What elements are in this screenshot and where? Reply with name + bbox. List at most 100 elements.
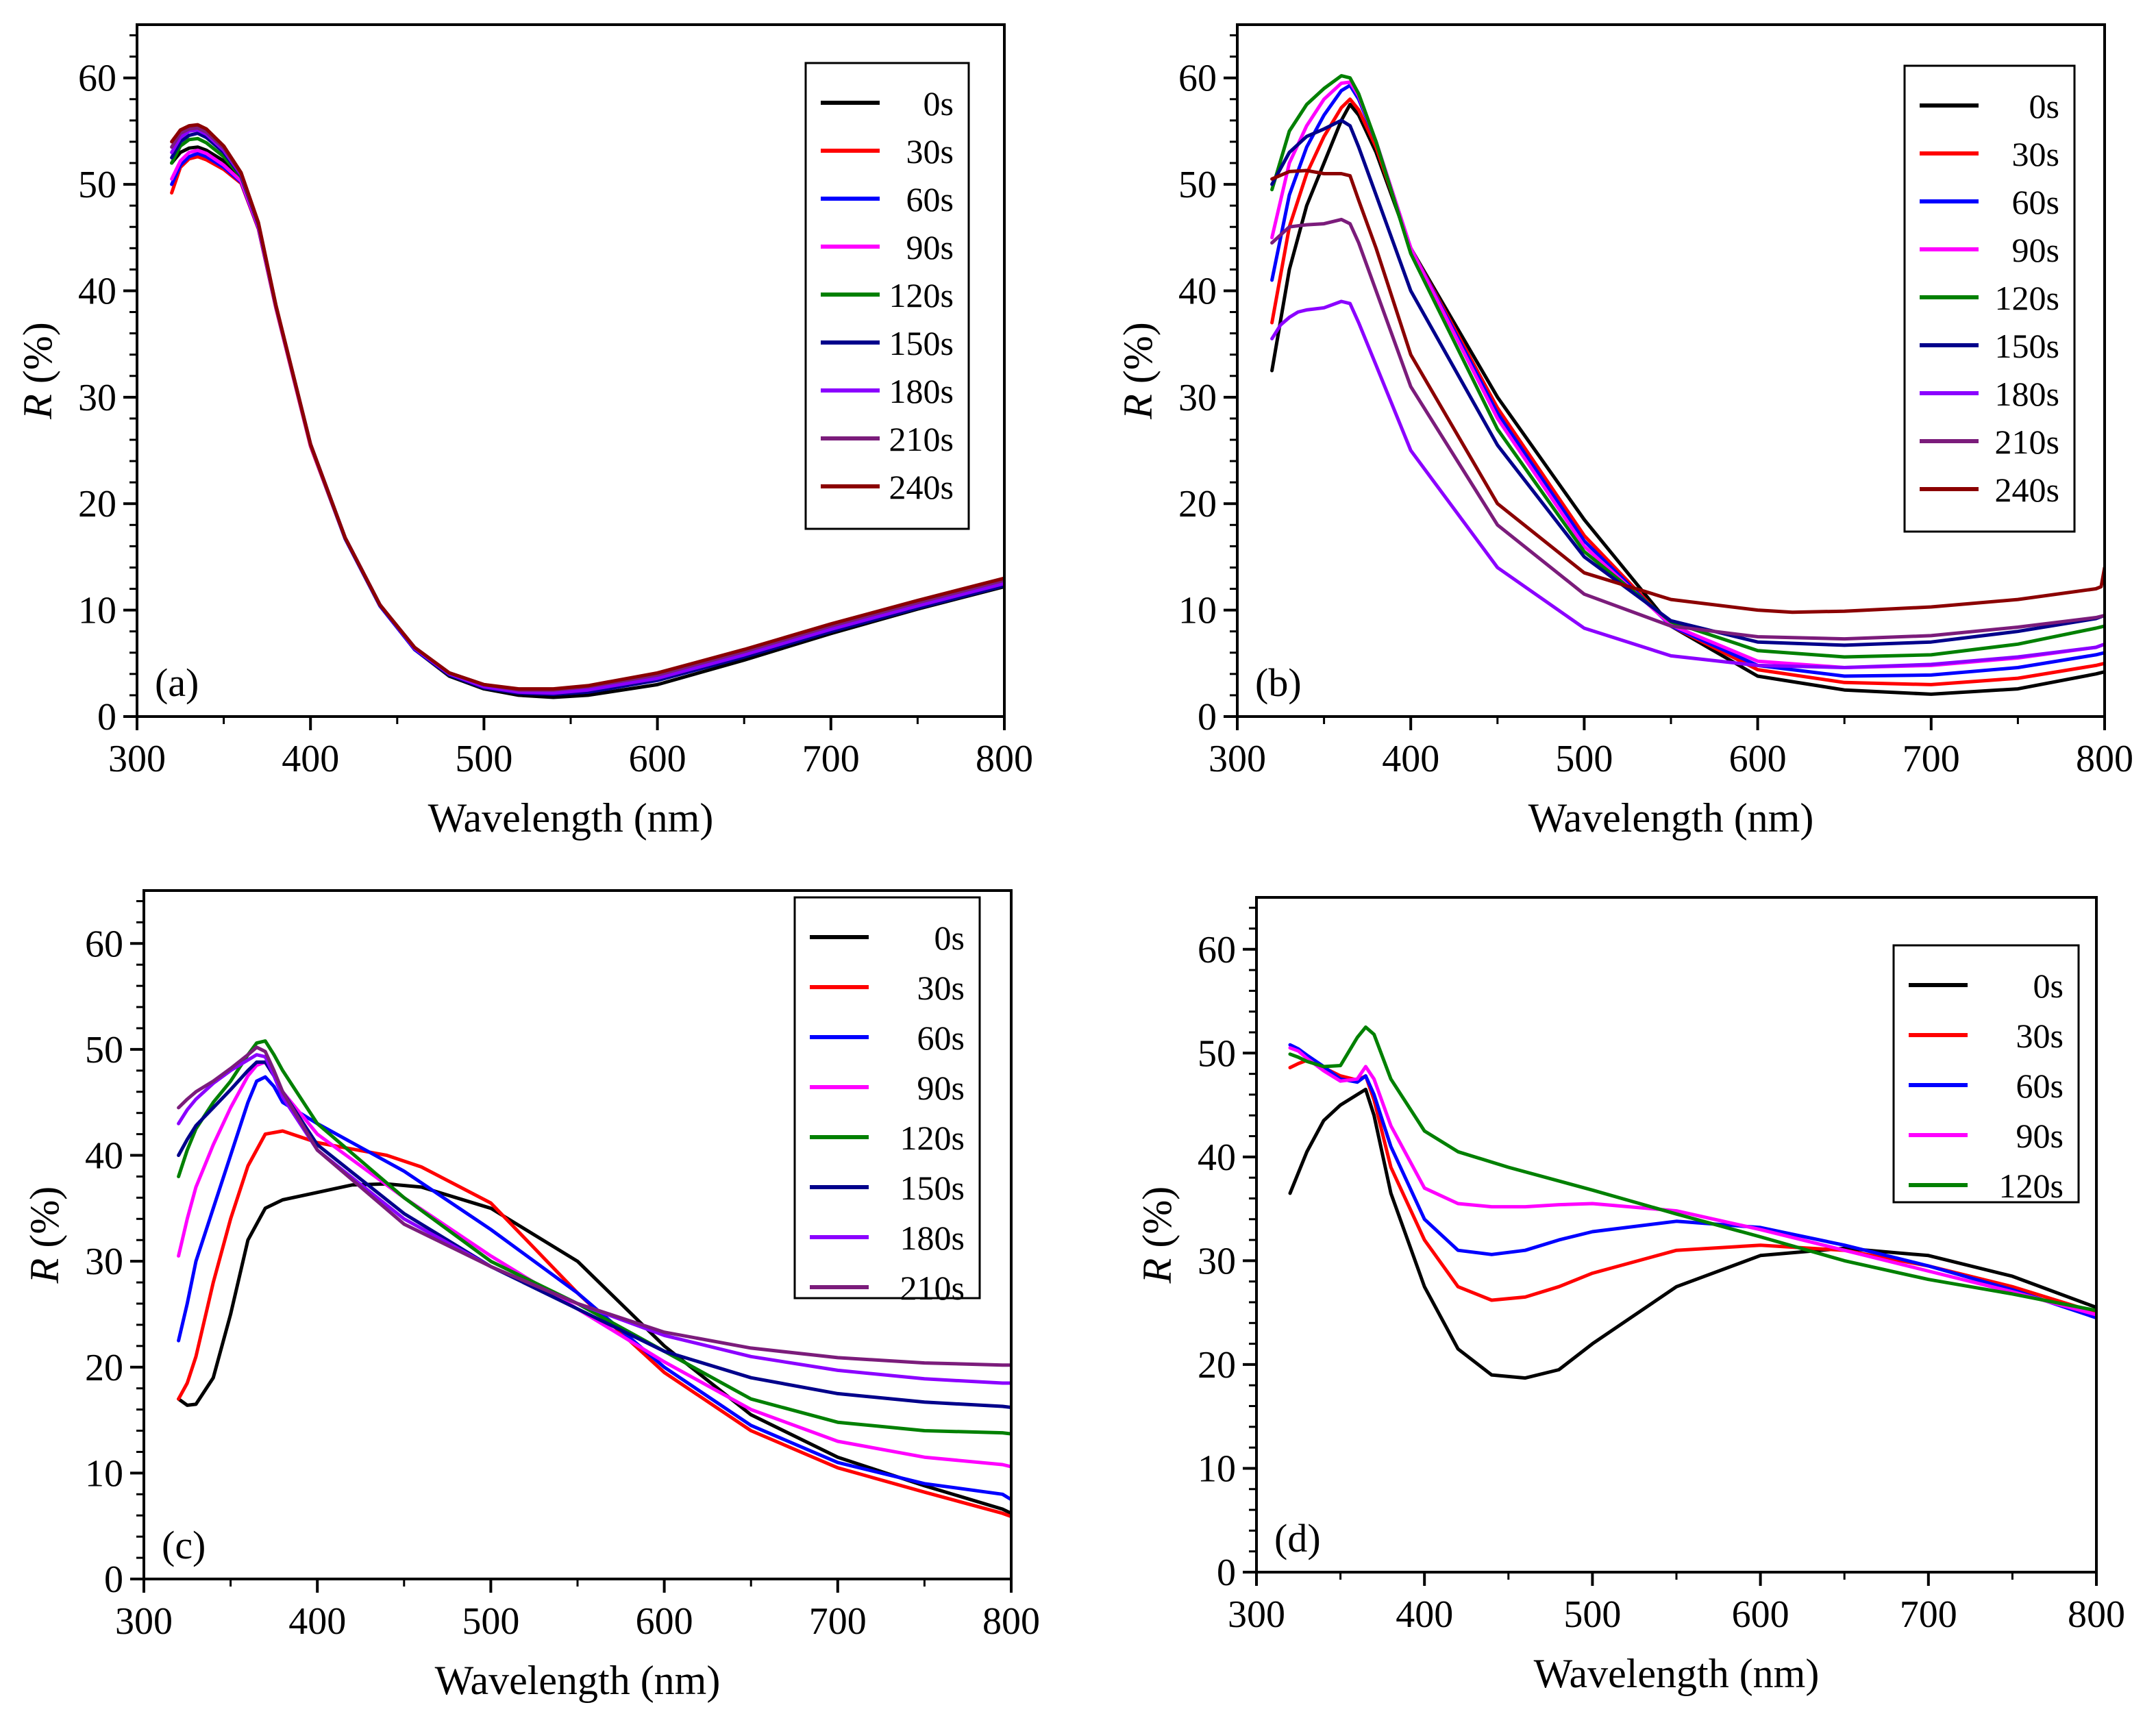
- x-tick-label: 600: [636, 1600, 693, 1643]
- y-tick-label: 60: [1178, 58, 1217, 100]
- legend-label-60s: 60s: [917, 1019, 965, 1057]
- series-line-90s: [177, 1060, 1011, 1469]
- legend-label-30s: 30s: [2016, 1017, 2064, 1055]
- legend-label-0s: 0s: [924, 84, 954, 123]
- x-axis-title: Wavelength (nm): [1534, 1651, 1820, 1696]
- x-tick-label: 800: [2076, 738, 2133, 780]
- legend-label-120s: 120s: [1995, 279, 2059, 317]
- y-axis-title-symbol: R: [22, 1258, 67, 1284]
- y-tick-label: 0: [104, 1558, 123, 1601]
- y-tick-label: 30: [85, 1241, 123, 1283]
- y-tick-label: 0: [1217, 1552, 1236, 1594]
- y-axis-title-symbol: R: [1135, 1258, 1180, 1284]
- legend-label-30s: 30s: [906, 132, 954, 171]
- panel-label: (c): [162, 1523, 206, 1567]
- x-tick-label: 600: [629, 738, 686, 780]
- legend-label-120s: 120s: [889, 276, 954, 314]
- legend-box: [1892, 944, 2080, 1204]
- series-line-240s: [170, 123, 1004, 691]
- y-axis-title: R (%): [22, 1186, 67, 1284]
- x-tick-label: 600: [1732, 1593, 1789, 1636]
- x-tick-label: 800: [982, 1600, 1040, 1643]
- series-line-240s: [1270, 169, 2105, 614]
- legend-label-150s: 150s: [1995, 327, 2059, 365]
- y-tick-label: 20: [78, 483, 116, 525]
- series-group: [1270, 74, 2105, 696]
- y-tick-label: 60: [85, 923, 123, 965]
- legend: 0s 30s 60s 90s 120s 150s 180s 210s 240s: [1903, 64, 2076, 533]
- x-tick-label: 400: [1396, 1593, 1453, 1636]
- legend-label-30s: 30s: [2012, 135, 2059, 173]
- legend-label-60s: 60s: [906, 180, 954, 219]
- series-line-210s: [177, 1045, 1011, 1367]
- series-line-0s: [1270, 103, 2105, 696]
- x-tick-label: 400: [282, 738, 339, 780]
- legend-label-180s: 180s: [900, 1219, 965, 1257]
- legend-label-180s: 180s: [889, 372, 954, 410]
- series-line-120s: [1270, 74, 2105, 659]
- legend-label-120s: 120s: [900, 1119, 965, 1157]
- x-tick-label: 600: [1729, 738, 1787, 780]
- legend-label-60s: 60s: [2012, 183, 2059, 221]
- chart-panel-1: 300 400 500 600 700 800 0 10 20 30 40 50 60 Wavelengt…: [15, 23, 1033, 841]
- legend-label-120s: 120s: [1999, 1167, 2064, 1205]
- y-tick-label: 10: [1178, 590, 1217, 632]
- series-line-120s: [1288, 1025, 2096, 1313]
- legend-label-240s: 240s: [1995, 471, 2059, 509]
- legend-label-240s: 240s: [889, 468, 954, 506]
- x-tick-label: 700: [809, 1600, 867, 1643]
- y-tick-label: 30: [1198, 1240, 1236, 1282]
- legend-box: [793, 896, 981, 1300]
- x-tick-label: 700: [802, 738, 860, 780]
- y-tick-label: 0: [1198, 696, 1217, 738]
- legend-label-150s: 150s: [889, 324, 954, 362]
- panel-label: (d): [1274, 1516, 1321, 1560]
- panel-label: (a): [155, 660, 199, 705]
- x-tick-label: 800: [2068, 1593, 2125, 1636]
- chart-panel-3: 300 400 500 600 700 800 0 10 20 30 40 50 60 Wavelengt…: [22, 889, 1040, 1703]
- legend: 0s 30s 60s 90s 120s 150s 180s 210s 240s: [804, 62, 970, 530]
- y-tick-label: 10: [1198, 1447, 1236, 1490]
- x-tick-label: 300: [1209, 738, 1266, 780]
- x-axis-title: Wavelength (nm): [428, 795, 714, 841]
- y-tick-label: 0: [97, 696, 116, 738]
- y-tick-label: 40: [1178, 270, 1217, 312]
- y-tick-label: 40: [1198, 1136, 1236, 1179]
- x-axis-title: Wavelength (nm): [435, 1658, 721, 1703]
- legend-label-210s: 210s: [1995, 423, 2059, 461]
- legend-label-150s: 150s: [900, 1169, 965, 1207]
- series-line-210s: [1270, 217, 2105, 641]
- panel-label: (b): [1255, 660, 1302, 705]
- y-tick-label: 30: [78, 377, 116, 419]
- x-tick-label: 400: [1382, 738, 1439, 780]
- x-tick-label: 400: [288, 1600, 346, 1643]
- y-tick-label: 20: [1178, 483, 1217, 525]
- legend-label-210s: 210s: [889, 420, 954, 458]
- legend-label-210s: 210s: [900, 1269, 965, 1307]
- legend: 0s 30s 60s 90s 120s 150s 180s 210s: [793, 896, 981, 1307]
- y-axis-title: R (%): [1135, 1186, 1180, 1284]
- legend-label-30s: 30s: [917, 969, 965, 1007]
- y-axis-title-unit: (%): [1135, 1186, 1180, 1258]
- y-tick-label: 40: [85, 1135, 123, 1178]
- series-line-120s: [177, 1039, 1011, 1436]
- y-tick-label: 60: [1198, 929, 1236, 971]
- legend-label-0s: 0s: [2033, 967, 2064, 1005]
- y-axis-title-unit: (%): [15, 322, 60, 394]
- x-tick-label: 300: [115, 1600, 173, 1643]
- series-group: [1288, 1025, 2096, 1380]
- y-axis-title-symbol: R: [1115, 394, 1161, 420]
- x-tick-label: 700: [1900, 1593, 1957, 1636]
- x-tick-label: 500: [1563, 1593, 1621, 1636]
- legend: 0s 30s 60s 90s 120s: [1892, 944, 2080, 1205]
- chart-panel-2: 300 400 500 600 700 800 0 10 20 30 40 50 60 Wavelengt…: [1115, 23, 2133, 841]
- y-axis-title-symbol: R: [15, 394, 60, 420]
- x-tick-label: 700: [1903, 738, 1960, 780]
- x-tick-label: 300: [1228, 1593, 1285, 1636]
- y-tick-label: 50: [78, 164, 116, 206]
- y-tick-label: 50: [1178, 164, 1217, 206]
- x-tick-label: 500: [1555, 738, 1613, 780]
- x-axis-title: Wavelength (nm): [1528, 795, 1814, 841]
- legend-label-90s: 90s: [2012, 231, 2059, 269]
